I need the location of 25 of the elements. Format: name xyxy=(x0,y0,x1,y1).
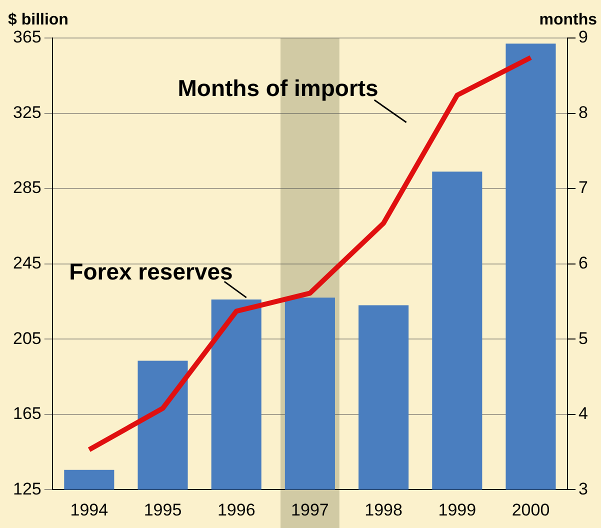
y-tick-label: 125 xyxy=(12,479,42,498)
x-tick-label: 1997 xyxy=(291,500,329,520)
x-tick-label: 1995 xyxy=(144,500,182,520)
x-tick-label: 1994 xyxy=(70,500,108,520)
y2-tick-label: 9 xyxy=(578,28,588,47)
y-tick-label: 285 xyxy=(12,178,42,198)
y2-tick-label: 8 xyxy=(578,102,588,122)
y2-tick-label: 4 xyxy=(578,404,588,424)
y-tick-label: 245 xyxy=(12,253,42,272)
x-tick-label: 1999 xyxy=(438,500,476,520)
y2-tick-label: 7 xyxy=(578,178,588,198)
x-tick-label: 1996 xyxy=(217,500,256,520)
y-tick-label: 205 xyxy=(12,328,42,348)
y-tick-label: 165 xyxy=(12,404,42,424)
y-tick-label: 365 xyxy=(12,28,42,47)
annotation: Months of imports xyxy=(178,75,378,101)
y2-axis-title: months xyxy=(539,11,598,28)
y2-tick-label: 3 xyxy=(578,479,588,498)
y-tick-label: 325 xyxy=(12,102,42,122)
y-axis-title: $ billion xyxy=(8,11,68,28)
x-tick-label: 1998 xyxy=(364,500,402,520)
y2-tick-label: 6 xyxy=(578,253,588,272)
annotation: Forex reserves xyxy=(69,258,233,285)
x-tick-label: 2000 xyxy=(512,500,550,520)
y2-tick-label: 5 xyxy=(578,328,588,348)
